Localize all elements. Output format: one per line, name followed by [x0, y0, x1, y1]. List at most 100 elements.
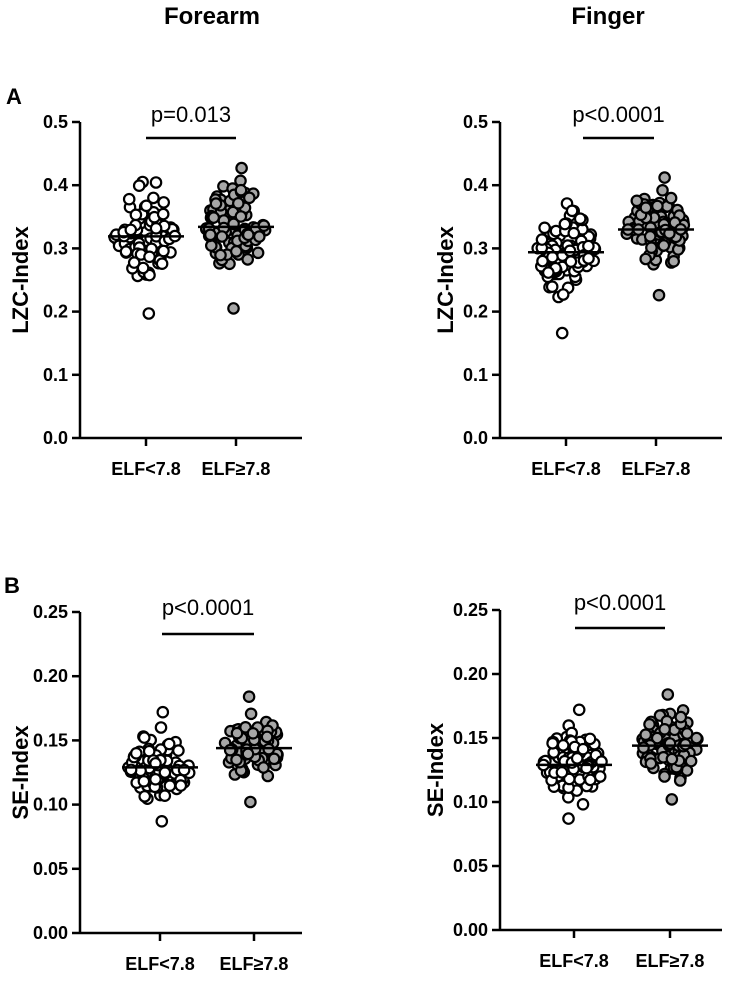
data-point	[147, 191, 160, 205]
chart-panel-2: 0.00 0.05 0.10 0.15 0.20 0.25 ELF<7.8 ELF≥7.8 SE…	[8, 595, 302, 974]
data-point	[565, 204, 579, 218]
data-point	[149, 176, 163, 189]
data-point	[658, 722, 671, 736]
data-point	[572, 703, 586, 717]
x-category-label: ELF≥7.8	[220, 954, 289, 974]
data-point	[664, 191, 678, 205]
y-tick-label: 0.5	[463, 112, 488, 132]
y-tick-label: 0.15	[453, 728, 488, 748]
p-value-label: p=0.013	[151, 102, 231, 127]
data-point	[232, 197, 245, 210]
panel-letter-a: A	[6, 84, 22, 109]
data-point	[637, 741, 650, 754]
p-value-label: p<0.0001	[574, 590, 666, 615]
chart-panel-0: 0.0 0.1 0.2 0.3 0.4 0.5 ELF<7.8 ELF≥7.8 LZC-Inde…	[8, 102, 302, 479]
data-point	[583, 732, 597, 746]
data-point	[673, 774, 687, 787]
data-point	[230, 753, 243, 767]
data-point	[652, 288, 666, 302]
y-tick-label: 0.20	[453, 664, 488, 684]
data-point	[639, 728, 652, 741]
data-point	[158, 789, 172, 802]
chart-panel-1: 0.0 0.1 0.2 0.3 0.4 0.5 ELF<7.8 ELF≥7.8 LZC-Inde…	[433, 102, 722, 479]
y-tick-label: 0.0	[463, 428, 488, 448]
data-point	[234, 183, 248, 197]
data-point	[252, 230, 266, 243]
data-point	[138, 790, 151, 803]
data-point	[129, 208, 143, 222]
x-category-label: ELF<7.8	[539, 951, 609, 971]
data-point	[661, 688, 675, 701]
data-point	[158, 766, 172, 779]
data-point	[122, 192, 136, 206]
y-axis-label: SE-Index	[423, 722, 448, 817]
data-point	[172, 744, 185, 757]
data-point	[546, 736, 559, 750]
data-point	[130, 746, 143, 760]
y-tick-label: 0.2	[43, 302, 68, 322]
panel-letter-b: B	[4, 573, 20, 598]
data-point	[230, 245, 243, 258]
p-value-label: p<0.0001	[162, 595, 254, 620]
data-point	[207, 211, 220, 224]
data-point	[663, 737, 677, 750]
y-tick-label: 0.25	[33, 602, 68, 622]
data-point	[156, 207, 170, 221]
x-category-label: ELF≥7.8	[636, 951, 705, 971]
data-point	[644, 757, 658, 770]
data-point	[154, 721, 168, 734]
data-point	[541, 266, 555, 279]
data-point	[582, 252, 595, 265]
data-point	[257, 761, 270, 774]
data-point	[244, 795, 257, 809]
data-point	[142, 307, 156, 320]
data-point	[143, 250, 156, 264]
data-point	[535, 233, 549, 246]
data-point	[667, 254, 680, 268]
data-point	[241, 253, 254, 266]
data-point	[656, 184, 669, 197]
data-point	[241, 747, 255, 761]
data-point	[137, 774, 151, 788]
column-title-finger: Finger	[571, 3, 644, 30]
x-category-label: ELF<7.8	[125, 954, 195, 974]
data-point	[665, 752, 679, 766]
data-point	[563, 244, 577, 258]
data-point	[162, 737, 176, 751]
data-point	[136, 261, 150, 275]
y-tick-label: 0.05	[33, 859, 68, 879]
data-point	[174, 779, 188, 792]
data-point	[157, 244, 170, 258]
y-tick-label: 0.0	[43, 428, 68, 448]
data-point	[230, 726, 244, 740]
data-point	[234, 210, 248, 223]
data-point	[582, 239, 595, 253]
data-point	[562, 812, 575, 825]
data-point	[163, 779, 177, 792]
y-tick-label: 0.5	[43, 112, 68, 132]
y-tick-label: 0.20	[33, 666, 68, 686]
data-point	[223, 743, 237, 757]
data-point	[155, 257, 169, 270]
data-point	[246, 726, 260, 740]
y-tick-label: 0.25	[453, 600, 488, 620]
data-point	[157, 196, 170, 209]
data-point	[140, 199, 153, 213]
data-point	[227, 302, 240, 315]
data-point	[155, 814, 169, 828]
chart-panel-3: 0.00 0.05 0.10 0.15 0.20 0.25 ELF<7.8 ELF≥7.8 SE…	[423, 590, 722, 971]
x-category-label: ELF≥7.8	[202, 459, 271, 479]
data-point	[576, 797, 590, 811]
data-point	[119, 245, 133, 258]
data-point	[684, 754, 698, 768]
data-point	[573, 212, 587, 225]
x-category-label: ELF<7.8	[531, 459, 601, 479]
data-point	[555, 766, 569, 779]
data-point	[645, 241, 658, 254]
y-tick-label: 0.00	[453, 920, 488, 940]
data-point	[156, 705, 170, 719]
data-point	[209, 197, 223, 210]
data-point	[665, 793, 679, 806]
data-point	[651, 199, 664, 213]
data-point	[555, 326, 569, 340]
